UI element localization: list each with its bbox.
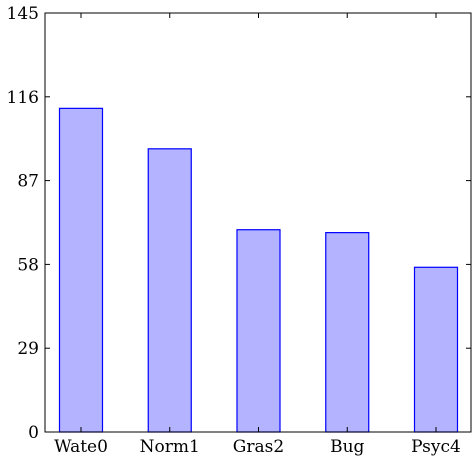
x-tick-label: Norm1 [140, 437, 200, 457]
y-tick-label: 58 [17, 255, 39, 275]
bar-bug [325, 232, 370, 433]
bar-psyc4 [413, 266, 459, 433]
y-axis-ticks: 0 29 58 87 116 145 [7, 4, 471, 443]
x-tick-label: Bug [330, 437, 364, 457]
bar-wate0 [58, 107, 104, 433]
bars [58, 107, 459, 433]
y-tick-label: 0 [28, 423, 39, 443]
bar-norm1 [147, 148, 192, 433]
y-tick-label: 87 [17, 172, 39, 192]
y-tick-label: 29 [17, 339, 39, 359]
x-axis-ticks: Wate0 Norm1 Gras2 Bug Psyc4 [54, 13, 461, 457]
y-tick-label: 145 [7, 4, 39, 24]
x-tick-label: Gras2 [233, 437, 284, 457]
bar-gras2 [236, 229, 281, 433]
y-tick-label: 116 [7, 88, 39, 108]
x-tick-label: Wate0 [54, 437, 108, 457]
x-tick-label: Psyc4 [411, 437, 461, 457]
